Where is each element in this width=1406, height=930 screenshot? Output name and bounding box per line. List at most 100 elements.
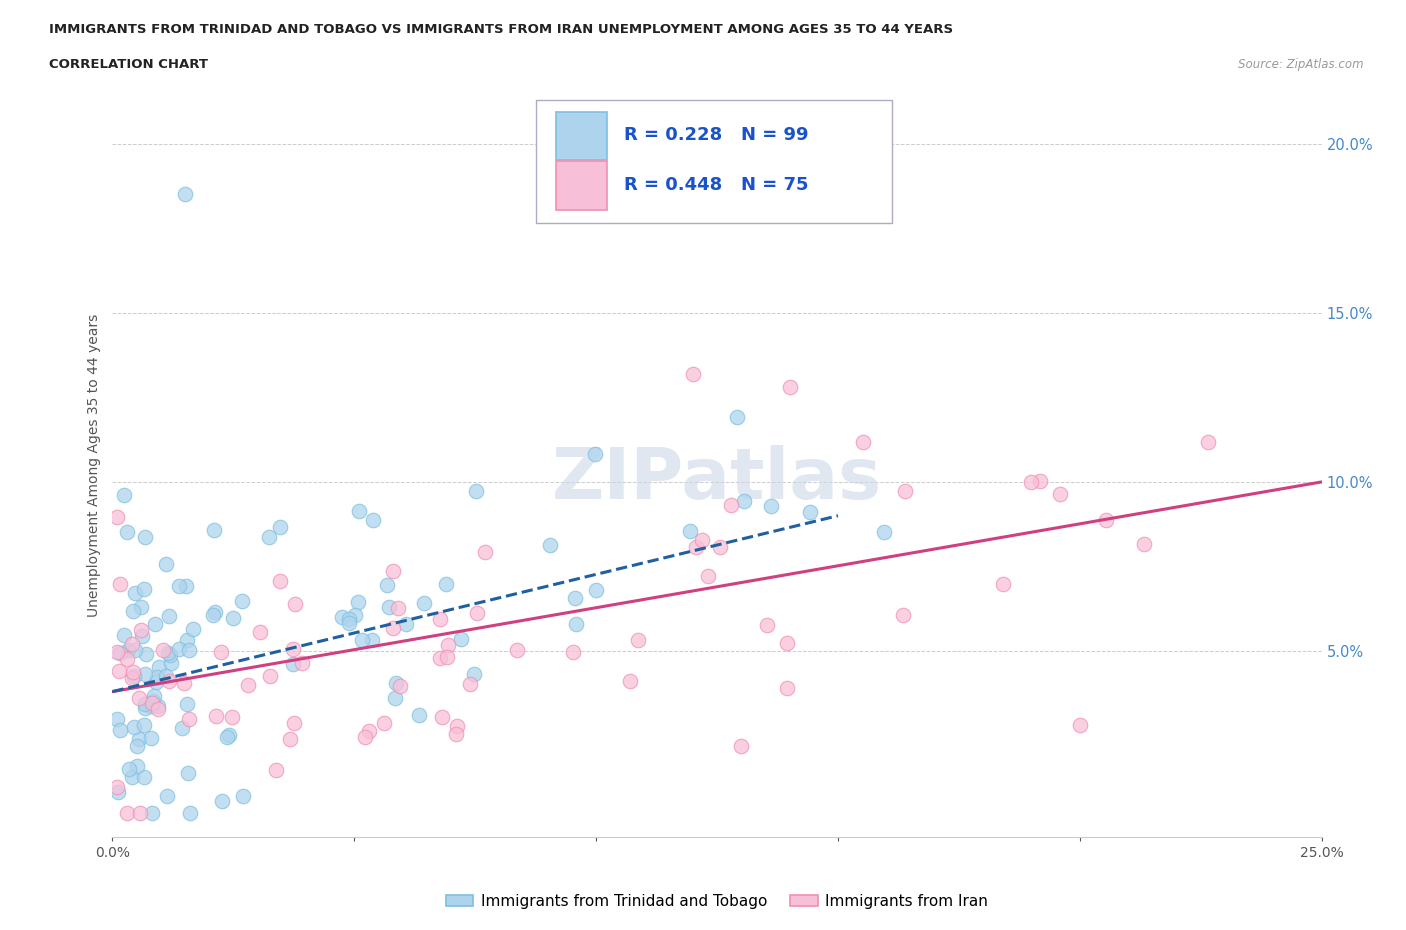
Point	[725, 409, 748, 424]
Point	[128, 691, 150, 706]
Point	[852, 435, 875, 450]
Point	[1094, 512, 1116, 527]
Point	[201, 608, 224, 623]
Point	[156, 789, 179, 804]
Point	[134, 667, 156, 682]
Point	[121, 665, 143, 680]
Point	[775, 636, 797, 651]
Point	[1021, 474, 1043, 489]
Point	[117, 643, 139, 658]
Point	[146, 702, 169, 717]
Point	[278, 731, 301, 746]
Point	[148, 659, 170, 674]
Point	[755, 618, 778, 632]
Point	[776, 681, 799, 696]
Point	[347, 595, 370, 610]
Point	[177, 712, 200, 727]
Point	[685, 540, 707, 555]
Point	[564, 617, 586, 631]
Point	[125, 758, 148, 773]
Point	[361, 633, 384, 648]
Point	[538, 538, 561, 552]
Point	[1133, 537, 1156, 551]
Point	[141, 696, 163, 711]
Point	[389, 678, 412, 693]
Point	[290, 656, 312, 671]
Point	[177, 765, 200, 780]
Point	[697, 568, 720, 583]
Point	[464, 484, 486, 498]
Point	[1049, 486, 1071, 501]
Point	[249, 624, 271, 639]
Point	[145, 670, 167, 684]
Point	[682, 366, 704, 381]
Point	[619, 674, 641, 689]
Point	[155, 557, 177, 572]
Point	[108, 723, 131, 737]
Point	[218, 727, 240, 742]
Text: IMMIGRANTS FROM TRINIDAD AND TOBAGO VS IMMIGRANTS FROM IRAN UNEMPLOYMENT AMONG A: IMMIGRANTS FROM TRINIDAD AND TOBAGO VS I…	[49, 23, 953, 36]
Point	[430, 710, 453, 724]
Point	[128, 806, 150, 821]
Point	[134, 696, 156, 711]
Point	[128, 732, 150, 747]
Point	[799, 504, 821, 519]
Point	[412, 596, 434, 611]
Point	[436, 649, 458, 664]
Point	[284, 596, 307, 611]
Point	[436, 637, 458, 652]
Text: CORRELATION CHART: CORRELATION CHART	[49, 58, 208, 71]
Point	[264, 763, 287, 777]
Point	[215, 730, 238, 745]
Point	[873, 525, 896, 539]
Point	[112, 488, 135, 503]
Point	[450, 631, 472, 646]
Point	[720, 498, 742, 512]
Point	[561, 644, 583, 659]
Point	[377, 578, 399, 592]
Point	[259, 669, 281, 684]
Text: ZIPatlas: ZIPatlas	[553, 445, 882, 514]
Point	[107, 785, 129, 800]
Point	[506, 643, 529, 658]
Point	[108, 645, 131, 660]
Point	[112, 628, 135, 643]
Point	[281, 657, 304, 671]
Point	[361, 512, 384, 527]
Point	[231, 594, 253, 609]
Point	[115, 806, 138, 821]
Point	[108, 576, 131, 591]
Point	[991, 577, 1014, 591]
Point	[176, 697, 198, 711]
Point	[395, 617, 418, 631]
Point	[281, 642, 304, 657]
Point	[474, 544, 496, 559]
FancyBboxPatch shape	[557, 162, 607, 210]
Point	[463, 666, 485, 681]
Point	[131, 600, 153, 615]
Point	[1069, 718, 1091, 733]
Point	[1028, 473, 1050, 488]
Text: Source: ZipAtlas.com: Source: ZipAtlas.com	[1239, 58, 1364, 71]
Point	[761, 498, 783, 513]
Point	[132, 718, 155, 733]
Point	[232, 789, 254, 804]
Point	[142, 694, 165, 709]
Point	[108, 663, 131, 678]
Point	[733, 494, 755, 509]
Point	[378, 600, 401, 615]
Point	[384, 690, 406, 705]
Point	[222, 611, 245, 626]
Point	[181, 621, 204, 636]
Point	[583, 446, 606, 461]
Point	[121, 671, 143, 685]
Point	[177, 643, 200, 658]
Y-axis label: Unemployment Among Ages 35 to 44 years: Unemployment Among Ages 35 to 44 years	[87, 313, 101, 617]
Point	[381, 564, 404, 578]
Point	[139, 730, 162, 745]
Point	[167, 642, 190, 657]
Point	[118, 762, 141, 777]
Point	[408, 708, 430, 723]
Point	[429, 611, 451, 626]
Point	[159, 648, 181, 663]
